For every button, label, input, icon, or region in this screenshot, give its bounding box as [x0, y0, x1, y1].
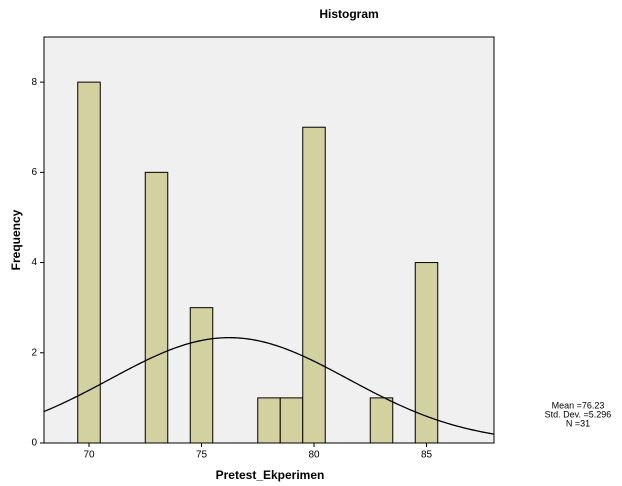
- stats-label: N =31: [566, 418, 590, 428]
- chart-title: Histogram: [319, 7, 378, 21]
- bar: [303, 127, 326, 443]
- bar: [280, 398, 303, 443]
- bar: [145, 172, 168, 443]
- bar: [370, 398, 393, 443]
- y-tick-label: 6: [31, 167, 37, 178]
- y-axis-label: Frequency: [9, 209, 23, 270]
- y-tick-label: 2: [31, 347, 37, 358]
- y-tick-label: 8: [31, 77, 37, 88]
- x-tick-label: 80: [308, 450, 320, 461]
- x-axis-label: Pretest_Ekperimen: [216, 468, 325, 482]
- x-tick-label: 70: [83, 450, 95, 461]
- chart: Histogram Pretest_Ekperimen Frequency 0 2…: [0, 0, 622, 486]
- bar: [258, 398, 281, 443]
- y-tick-label: 4: [31, 257, 37, 268]
- bar: [190, 308, 213, 443]
- x-tick-label: 75: [196, 450, 208, 461]
- bar: [78, 82, 101, 443]
- y-tick-label: 0: [31, 438, 37, 449]
- x-tick-label: 85: [421, 450, 433, 461]
